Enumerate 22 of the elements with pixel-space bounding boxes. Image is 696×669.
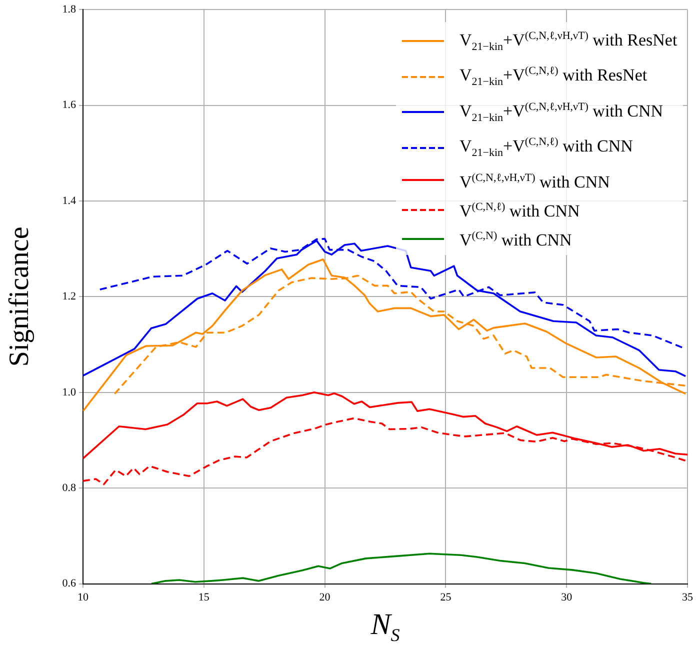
y-tick-label: 1.8 xyxy=(62,3,76,16)
legend-label: V$_{21−kin}$+V$^{(C,N,ℓ,νH,νT)}$ with ResNet xyxy=(460,28,678,55)
x-tick-label: 30 xyxy=(561,591,573,604)
legend-label: V$_{21−kin}$+V$^{(C,N,ℓ,νH,νT)}$ with CNN xyxy=(460,100,664,126)
y-tick-label: 1.6 xyxy=(62,99,76,112)
x-tick-label: 10 xyxy=(78,591,89,604)
legend-label: V$^{(C,N,ℓ,νH,νT)}$ with CNN xyxy=(460,170,610,194)
y-tick-label: 1.0 xyxy=(62,386,76,398)
x-tick-label: 25 xyxy=(440,591,452,604)
legend-label: V$^{(C,N)}$ with CNN xyxy=(460,229,572,252)
x-tick-label: 35 xyxy=(682,591,694,604)
y-tick-label: 0.8 xyxy=(62,482,76,494)
legend-label: V$_{21−kin}$+V$^{(C,N,ℓ)}$ with ResNet xyxy=(460,64,648,90)
y-axis-title: Significance xyxy=(4,226,36,367)
x-tick-label: 20 xyxy=(319,591,331,604)
y-tick-label: 1.2 xyxy=(62,290,76,303)
y-tick-label: 0.6 xyxy=(62,578,76,590)
x-tick-label: 15 xyxy=(198,591,210,604)
legend-label: V$^{(C,N,ℓ)}$ with CNN xyxy=(460,200,580,223)
legend-label: V$_{21−kin}$+V$^{(C,N,ℓ)}$ with CNN xyxy=(460,135,633,162)
x-axis-title: N$_{S}$ xyxy=(370,608,400,646)
y-tick-label: 1.4 xyxy=(62,194,76,207)
